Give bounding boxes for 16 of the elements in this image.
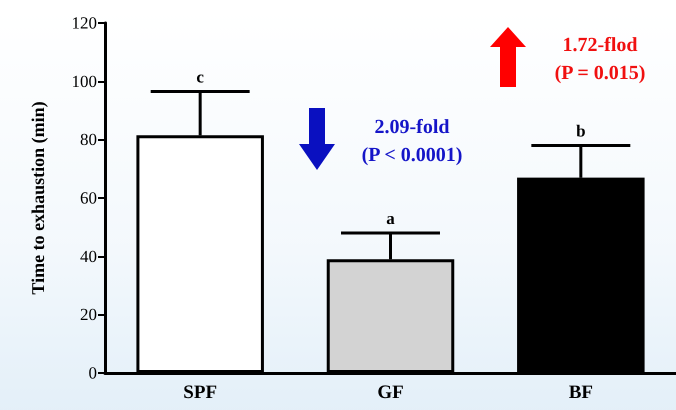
y-tick-label: 80 [80,130,97,150]
y-axis-title: Time to exhaustion (min) [28,101,48,295]
annotation: c [196,68,204,87]
x-tick-label: BF [568,382,593,403]
x-tick-label: GF [377,382,404,403]
y-tick-label: 20 [80,305,97,324]
y-tick-label: 40 [80,246,97,266]
annotation: 2.09-fold (P < 0.0001) [362,116,462,166]
annotation: 1.72-flod (P = 0.015) [554,34,646,84]
annotation: a [386,209,396,228]
y-tick-label: 60 [80,188,97,208]
y-tick-label: 120 [72,14,97,32]
x-tick-label: SPF [183,382,218,403]
annotation: b [576,122,586,140]
y-tick-label: 100 [72,72,97,91]
y-tick-label: 0 [88,364,97,382]
